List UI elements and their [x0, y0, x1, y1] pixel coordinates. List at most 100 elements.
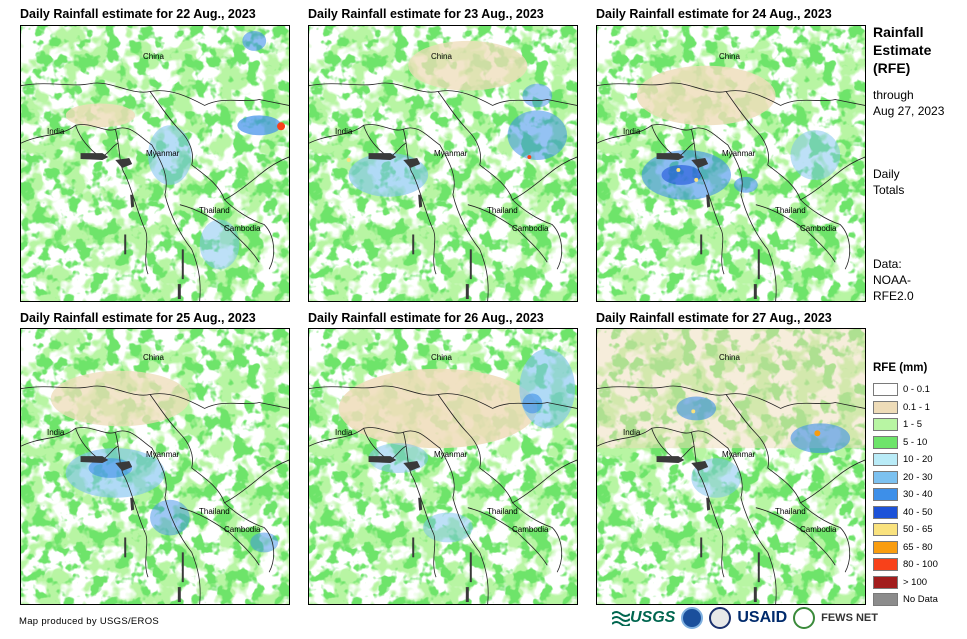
- label-india: India: [335, 428, 353, 437]
- legend-swatch: [873, 540, 898, 554]
- legend-label: 0.1 - 1: [903, 401, 930, 413]
- legend-item: 65 - 80: [873, 539, 938, 557]
- label-india: India: [47, 127, 65, 136]
- panel-title: Daily Rainfall estimate for 27 Aug., 202…: [596, 311, 832, 325]
- daily-totals: Daily Totals: [873, 166, 904, 198]
- legend-label: 5 - 10: [903, 436, 928, 448]
- legend-swatch: [873, 470, 898, 484]
- rfe-title: Rainfall Estimate (RFE): [873, 23, 931, 77]
- seal-logo-icon: [709, 607, 732, 629]
- daily-line: Daily: [873, 167, 900, 181]
- legend-label: 20 - 30: [903, 471, 933, 483]
- label-thailand: Thailand: [775, 507, 806, 516]
- through-label: through: [873, 88, 914, 102]
- label-india: India: [623, 127, 641, 136]
- rainfall-map: China India Myanmar Thailand Cambodia: [596, 328, 866, 605]
- label-india: India: [623, 428, 641, 437]
- rainfall-map: China India Myanmar Thailand Cambodia: [308, 25, 578, 302]
- usaid-logo: USAID: [737, 609, 788, 626]
- legend-item: 1 - 5: [873, 416, 938, 434]
- daily-line: Totals: [873, 183, 905, 197]
- label-india: India: [335, 127, 353, 136]
- rainfall-map: China India Myanmar Thailand Cambodia: [20, 25, 290, 302]
- legend-item: No Data: [873, 591, 938, 609]
- legend-label: 65 - 80: [903, 541, 933, 553]
- label-china: China: [431, 353, 452, 362]
- label-myanmar: Myanmar: [146, 450, 180, 459]
- data-line: RFE2.0: [873, 289, 914, 303]
- legend-swatch: [873, 558, 898, 572]
- legend-item: 5 - 10: [873, 434, 938, 452]
- through-date: through Aug 27, 2023: [873, 87, 944, 119]
- legend-swatch: [873, 575, 898, 589]
- legend-swatch: [873, 488, 898, 502]
- usgs-wave-icon: [612, 611, 630, 626]
- label-thailand: Thailand: [487, 206, 518, 215]
- legend-swatch: [873, 505, 898, 519]
- label-china: China: [719, 52, 740, 61]
- legend-swatch: [873, 523, 898, 537]
- legend-swatch: [873, 453, 898, 467]
- logo-strip: USGS USAID FEWS NET: [612, 607, 878, 629]
- label-myanmar: Myanmar: [434, 149, 468, 158]
- legend-swatch: [873, 593, 898, 607]
- panel-title: Daily Rainfall estimate for 22 Aug., 202…: [20, 7, 256, 21]
- legend: 0 - 0.1 0.1 - 1 1 - 5 5 - 10 10 - 20 20 - 30 3…: [873, 381, 938, 609]
- label-cambodia: Cambodia: [800, 525, 837, 534]
- label-myanmar: Myanmar: [434, 450, 468, 459]
- legend-swatch: [873, 418, 898, 432]
- legend-item: 10 - 20: [873, 451, 938, 469]
- legend-item: 20 - 30: [873, 469, 938, 487]
- legend-label: 50 - 65: [903, 524, 933, 536]
- data-line: Data:: [873, 257, 902, 271]
- legend-label: No Data: [903, 594, 938, 606]
- label-cambodia: Cambodia: [224, 525, 261, 534]
- label-thailand: Thailand: [487, 507, 518, 516]
- fews-net-logo: FEWS NET: [821, 612, 878, 624]
- data-line: NOAA-: [873, 273, 912, 287]
- legend-item: 0.1 - 1: [873, 399, 938, 417]
- map-credit: Map produced by USGS/EROS: [19, 616, 160, 627]
- noaa-logo-icon: [681, 607, 704, 629]
- through-date-value: Aug 27, 2023: [873, 104, 945, 118]
- panel-title: Daily Rainfall estimate for 24 Aug., 202…: [596, 7, 832, 21]
- rainfall-map: China India Myanmar Thailand Cambodia: [596, 25, 866, 302]
- legend-item: 50 - 65: [873, 521, 938, 539]
- legend-item: 80 - 100: [873, 556, 938, 574]
- legend-item: 0 - 0.1: [873, 381, 938, 399]
- legend-item: 30 - 40: [873, 486, 938, 504]
- label-india: India: [47, 428, 65, 437]
- legend-swatch: [873, 400, 898, 414]
- legend-label: 0 - 0.1: [903, 384, 930, 396]
- legend-title: RFE (mm): [873, 362, 928, 374]
- label-thailand: Thailand: [775, 206, 806, 215]
- label-cambodia: Cambodia: [512, 525, 549, 534]
- title-line: Rainfall: [873, 24, 924, 40]
- legend-label: 1 - 5: [903, 419, 923, 431]
- label-cambodia: Cambodia: [800, 224, 837, 233]
- legend-label: 40 - 50: [903, 506, 933, 518]
- usgs-text: USGS: [630, 609, 676, 626]
- label-thailand: Thailand: [199, 206, 230, 215]
- title-line: (RFE): [873, 60, 911, 76]
- legend-swatch: [873, 435, 898, 449]
- label-thailand: Thailand: [199, 507, 230, 516]
- legend-label: > 100: [903, 576, 928, 588]
- label-myanmar: Myanmar: [722, 450, 756, 459]
- data-source: Data: NOAA- RFE2.0: [873, 256, 914, 304]
- rainfall-map: China India Myanmar Thailand Cambodia: [308, 328, 578, 605]
- label-china: China: [431, 52, 452, 61]
- label-cambodia: Cambodia: [512, 224, 549, 233]
- legend-label: 80 - 100: [903, 559, 938, 571]
- label-china: China: [143, 353, 164, 362]
- legend-label: 30 - 40: [903, 489, 933, 501]
- legend-item: > 100: [873, 574, 938, 592]
- fews-globe-icon: [793, 607, 816, 629]
- usgs-logo: USGS: [612, 609, 675, 627]
- label-myanmar: Myanmar: [722, 149, 756, 158]
- label-china: China: [143, 52, 164, 61]
- legend-item: 40 - 50: [873, 504, 938, 522]
- legend-swatch: [873, 383, 898, 397]
- panel-title: Daily Rainfall estimate for 26 Aug., 202…: [308, 311, 544, 325]
- label-myanmar: Myanmar: [146, 149, 180, 158]
